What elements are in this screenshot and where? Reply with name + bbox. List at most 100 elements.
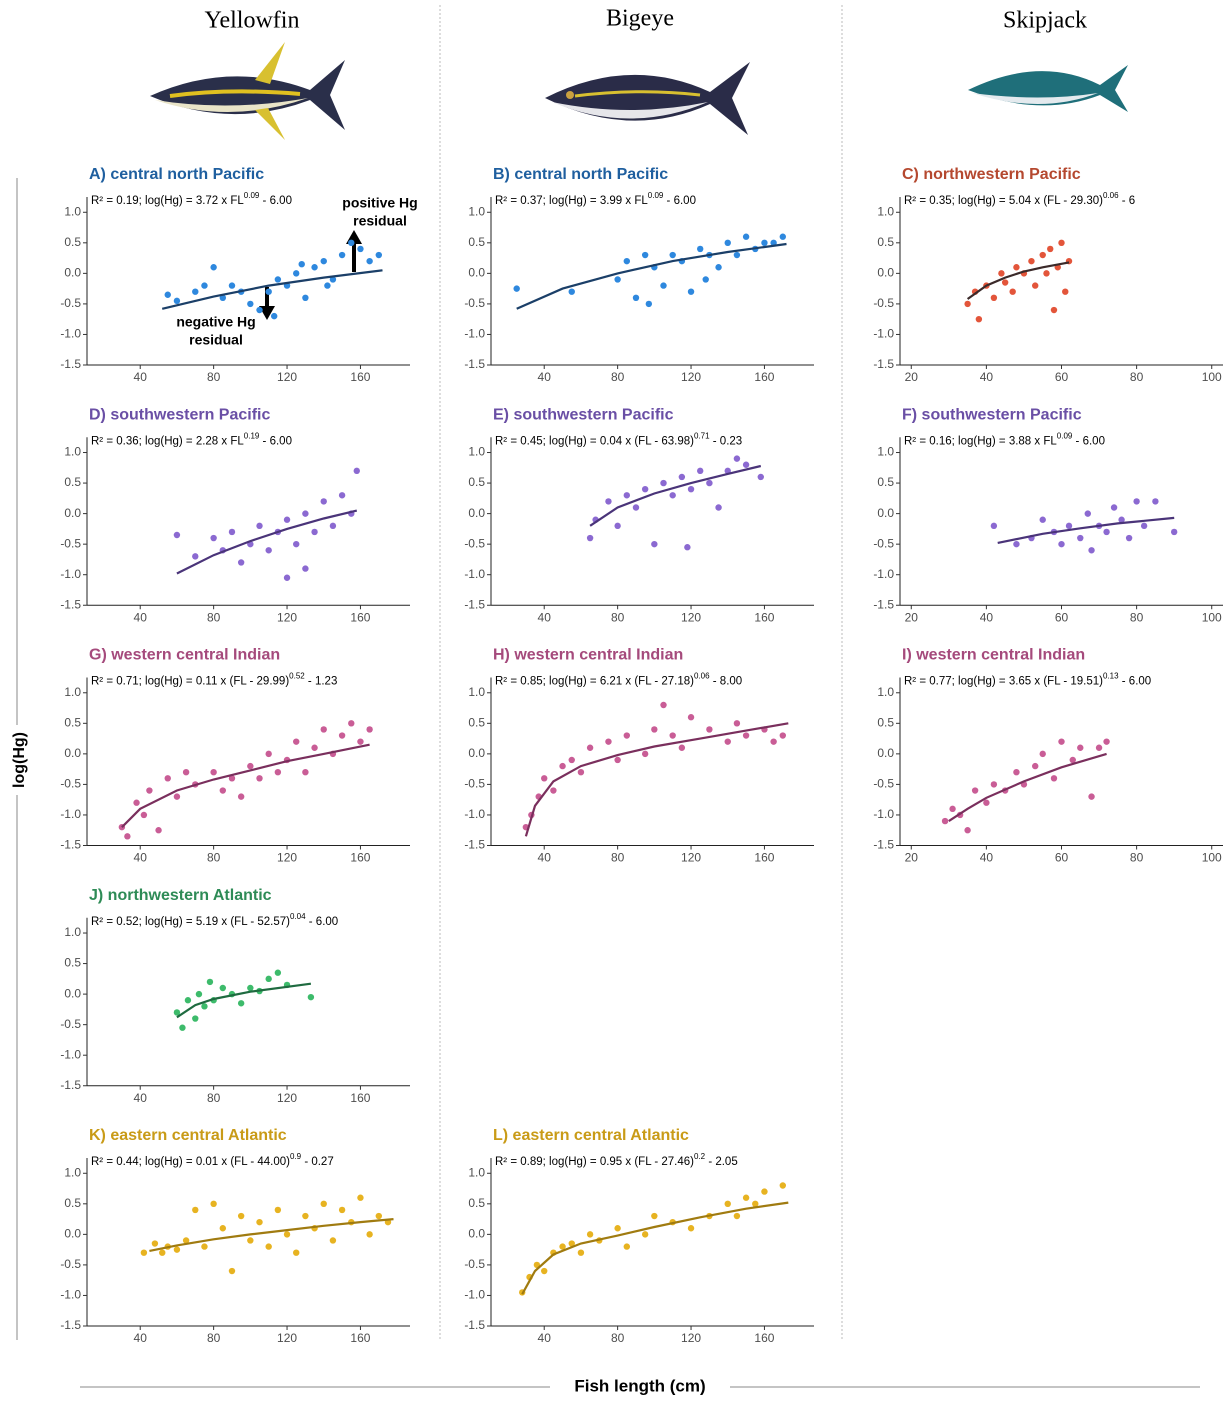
data-point	[265, 1243, 272, 1250]
data-point	[669, 492, 676, 499]
data-point	[586, 1231, 594, 1238]
data-point	[353, 467, 360, 475]
data-point	[687, 288, 695, 295]
y-tick-label: -1.0	[464, 567, 485, 581]
data-point	[733, 720, 741, 727]
data-point	[283, 1231, 291, 1238]
data-point	[651, 726, 658, 733]
panel-title: J) northwestern Atlantic	[89, 887, 272, 904]
y-tick-label: 1.0	[64, 445, 81, 459]
data-point	[1013, 540, 1020, 548]
y-tick-label: -1.5	[60, 357, 81, 371]
x-tick-label: 160	[350, 851, 370, 865]
data-point	[1028, 257, 1035, 265]
data-point	[201, 1243, 208, 1250]
x-tick-label: 160	[350, 610, 370, 624]
data-point	[1152, 498, 1159, 505]
y-tick-label: -1.5	[60, 838, 81, 852]
y-tick-label: 0.0	[64, 746, 81, 760]
equation: R² = 0.85; log(Hg) = 6.21 x (FL - 27.18)…	[495, 672, 742, 688]
equation-part: - 2.05	[705, 1156, 738, 1168]
x-tick-label: 40	[538, 1331, 552, 1345]
data-point	[1062, 288, 1069, 295]
equation-part: - 0.23	[710, 435, 743, 447]
data-point	[706, 479, 713, 487]
column-header: Bigeye	[606, 6, 674, 32]
equation-part: 0.06	[1103, 191, 1119, 200]
data-point	[329, 276, 337, 283]
y-tick-label: 1.0	[64, 685, 81, 699]
data-point	[348, 239, 355, 247]
y-tick-label: -0.5	[464, 536, 485, 550]
data-point	[1077, 744, 1084, 751]
data-point	[641, 485, 649, 493]
data-point	[265, 750, 272, 758]
y-tick-label: 1.0	[877, 685, 894, 699]
data-point	[660, 701, 667, 709]
data-point	[155, 827, 162, 834]
data-point	[173, 1246, 181, 1253]
data-point	[210, 264, 217, 271]
data-point	[164, 291, 171, 298]
equation: R² = 0.35; log(Hg) = 5.04 x (FL - 29.30)…	[904, 191, 1135, 207]
data-point	[293, 1249, 300, 1256]
data-point	[998, 270, 1005, 277]
data-point	[1039, 750, 1046, 758]
equation-part: 0.04	[290, 912, 306, 921]
equation-part: R² = 0.85; log(Hg) = 6.21 x (FL - 27.18)	[495, 676, 694, 688]
data-point	[1088, 793, 1095, 800]
data-point	[324, 282, 331, 289]
data-point	[338, 251, 346, 259]
data-point	[623, 492, 631, 499]
data-point	[724, 239, 731, 247]
data-point	[779, 732, 787, 739]
y-tick-label: 1.0	[64, 1165, 81, 1179]
y-tick-label: -1.0	[873, 567, 894, 581]
data-point	[302, 510, 309, 517]
data-point	[568, 288, 575, 295]
data-point	[990, 522, 998, 530]
data-point	[632, 504, 640, 511]
x-tick-label: 40	[134, 370, 148, 384]
equation-part: R² = 0.35; log(Hg) = 5.04 x (FL - 29.30)	[904, 195, 1103, 207]
y-tick-label: 0.0	[877, 506, 894, 520]
data-point	[742, 1194, 750, 1201]
data-point	[1009, 288, 1016, 295]
data-point	[192, 288, 199, 295]
y-tick-label: -1.5	[464, 597, 485, 611]
y-tick-label: 0.5	[468, 235, 485, 249]
x-tick-label: 120	[681, 1331, 701, 1345]
equation-part: 0.19	[244, 431, 260, 440]
data-point	[179, 1024, 186, 1031]
data-point	[265, 288, 272, 295]
annotation: negative Hg	[176, 314, 255, 330]
x-tick-label: 20	[905, 610, 919, 624]
y-tick-label: 0.0	[877, 746, 894, 760]
data-point	[182, 1237, 190, 1244]
annotation: residual	[189, 332, 243, 348]
data-point	[293, 540, 300, 548]
data-point	[219, 787, 227, 794]
y-tick-label: -1.5	[873, 357, 894, 371]
x-tick-label: 160	[350, 370, 370, 384]
x-tick-label: 100	[1202, 370, 1222, 384]
x-tick-label: 120	[277, 1091, 297, 1105]
data-point	[173, 1009, 181, 1016]
data-point	[1043, 270, 1050, 277]
data-point	[1058, 239, 1065, 247]
x-tick-label: 40	[538, 370, 552, 384]
y-tick-label: -0.5	[60, 1257, 81, 1271]
data-point	[761, 239, 768, 247]
x-tick-label: 120	[277, 370, 297, 384]
data-point	[706, 726, 713, 733]
panel-title: I) western central Indian	[902, 647, 1085, 664]
x-tick-label: 100	[1202, 610, 1222, 624]
y-tick-label: 1.0	[877, 445, 894, 459]
data-point	[623, 1243, 631, 1250]
y-tick-label: -0.5	[60, 777, 81, 791]
data-point	[247, 1237, 254, 1244]
equation-part: 0.09	[244, 191, 260, 200]
data-point	[329, 522, 337, 530]
data-point	[146, 787, 153, 794]
data-point	[1032, 762, 1039, 770]
